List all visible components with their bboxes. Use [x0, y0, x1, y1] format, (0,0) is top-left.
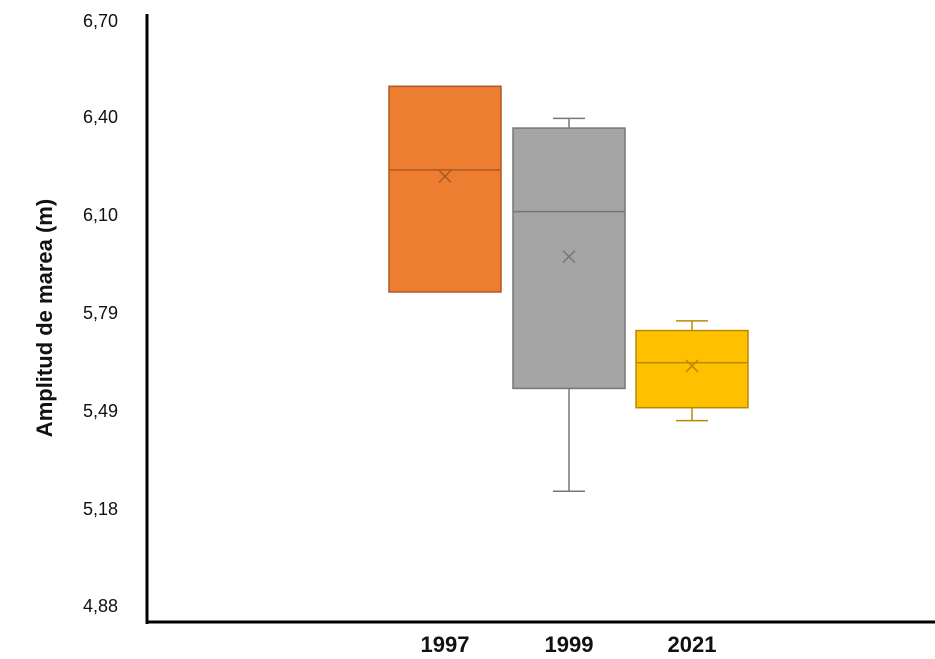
box-1997 [388, 85, 502, 293]
box-series [388, 85, 749, 493]
box-1999 [512, 127, 626, 390]
y-tick-label: 6,70 [83, 11, 118, 31]
x-tick-labels: 1997 1999 2021 [421, 632, 717, 657]
y-tick-labels: 6,70 6,40 6,10 5,79 5,49 5,18 4,88 [83, 11, 118, 616]
x-tick-label: 1999 [545, 632, 594, 657]
y-tick-label: 4,88 [83, 596, 118, 616]
x-tick-label: 1997 [421, 632, 470, 657]
y-tick-label: 5,18 [83, 499, 118, 519]
y-tick-label: 6,10 [83, 205, 118, 225]
mean-marker [562, 250, 576, 264]
box-2021 [635, 329, 749, 409]
y-axis-title: Amplitud de marea (m) [32, 199, 57, 437]
y-tick-label: 6,40 [83, 107, 118, 127]
mean-marker [685, 359, 699, 373]
y-tick-label: 5,79 [83, 303, 118, 323]
y-tick-label: 5,49 [83, 401, 118, 421]
x-tick-label: 2021 [668, 632, 717, 657]
mean-marker [438, 169, 452, 183]
